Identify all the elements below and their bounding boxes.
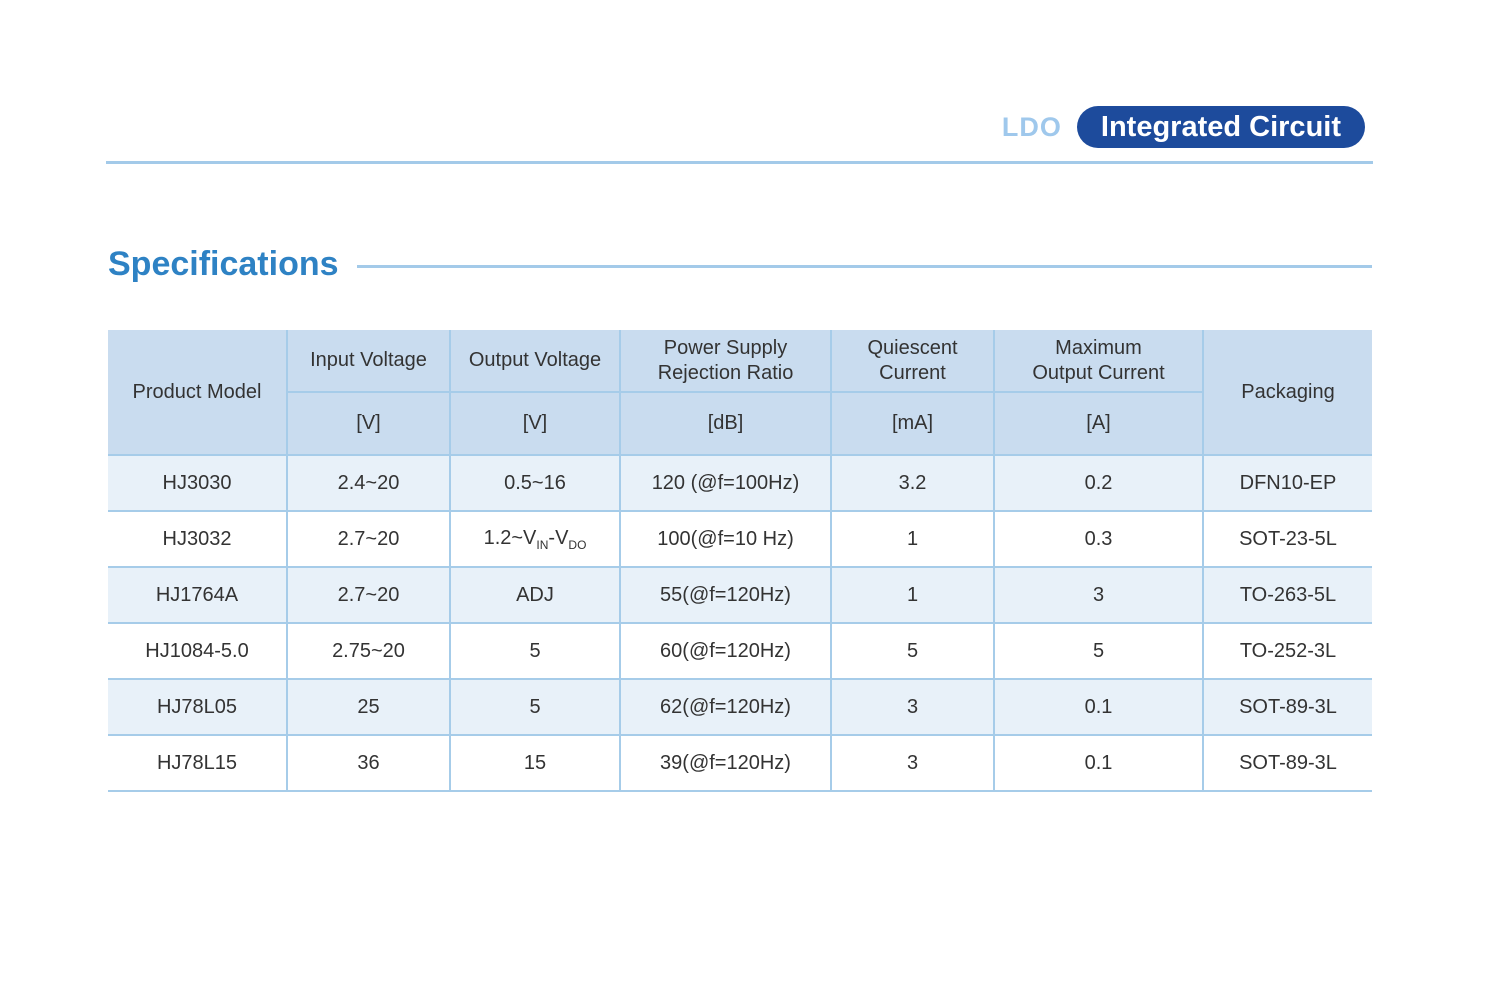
cell-output-voltage: 15 bbox=[449, 734, 621, 792]
cell-product-model: HJ3030 bbox=[108, 454, 288, 512]
cell-psrr: 55(@f=120Hz) bbox=[619, 566, 832, 624]
page-title: Specifications bbox=[108, 245, 339, 283]
top-divider-line bbox=[106, 161, 1373, 164]
unit-quiescent-current: [mA] bbox=[830, 391, 995, 456]
cell-input-voltage: 2.7~20 bbox=[286, 510, 451, 568]
col-header-psrr: Power Supply Rejection Ratio bbox=[619, 330, 832, 393]
col-header-quiescent-line1: Quiescent bbox=[867, 336, 958, 359]
cell-product-model: HJ1084-5.0 bbox=[108, 622, 288, 680]
cell-quiescent-current: 1 bbox=[830, 510, 995, 568]
col-header-output-voltage: Output Voltage bbox=[449, 330, 621, 393]
cell-packaging: TO-252-3L bbox=[1202, 622, 1372, 680]
cell-output-voltage: 0.5~16 bbox=[449, 454, 621, 512]
table-header: Product Model Input Voltage Output Volta… bbox=[108, 330, 1372, 456]
table-row: HJ78L15 36 15 39(@f=120Hz) 3 0.1 SOT-89-… bbox=[108, 734, 1372, 792]
cell-product-model: HJ78L15 bbox=[108, 734, 288, 792]
col-header-product-model: Product Model bbox=[108, 330, 288, 456]
unit-psrr: [dB] bbox=[619, 391, 832, 456]
unit-output-voltage: [V] bbox=[449, 391, 621, 456]
col-header-psrr-line1: Power Supply bbox=[663, 336, 788, 359]
cell-product-model: HJ78L05 bbox=[108, 678, 288, 736]
table-row: HJ3032 2.7~20 1.2~VIN-VDO 100(@f=10 Hz) … bbox=[108, 510, 1372, 568]
cell-packaging: SOT-89-3L bbox=[1202, 678, 1372, 736]
cell-input-voltage: 2.75~20 bbox=[286, 622, 451, 680]
cell-psrr: 39(@f=120Hz) bbox=[619, 734, 832, 792]
cell-psrr: 62(@f=120Hz) bbox=[619, 678, 832, 736]
cell-packaging: SOT-23-5L bbox=[1202, 510, 1372, 568]
cell-input-voltage: 2.4~20 bbox=[286, 454, 451, 512]
cell-max-output-current: 0.1 bbox=[993, 734, 1204, 792]
voltage-formula-sub-do: DO bbox=[568, 537, 587, 552]
col-header-psrr-line2: Rejection Ratio bbox=[657, 361, 794, 384]
voltage-formula-sub-in: IN bbox=[536, 537, 549, 552]
cell-product-model: HJ1764A bbox=[108, 566, 288, 624]
cell-quiescent-current: 3 bbox=[830, 678, 995, 736]
cell-max-output-current: 3 bbox=[993, 566, 1204, 624]
cell-packaging: SOT-89-3L bbox=[1202, 734, 1372, 792]
cell-product-model: HJ3032 bbox=[108, 510, 288, 568]
table-row: HJ78L05 25 5 62(@f=120Hz) 3 0.1 SOT-89-3… bbox=[108, 678, 1372, 736]
section-header: Specifications bbox=[108, 244, 1372, 285]
unit-input-voltage: [V] bbox=[286, 391, 451, 456]
voltage-formula-mid: -V bbox=[548, 526, 569, 549]
cell-input-voltage: 36 bbox=[286, 734, 451, 792]
table-body: HJ3030 2.4~20 0.5~16 120 (@f=100Hz) 3.2 … bbox=[108, 454, 1372, 792]
table-row: HJ3030 2.4~20 0.5~16 120 (@f=100Hz) 3.2 … bbox=[108, 454, 1372, 512]
col-header-max-output-line1: Maximum bbox=[1055, 336, 1142, 359]
header-row-labels: Product Model Input Voltage Output Volta… bbox=[108, 330, 1372, 456]
cell-input-voltage: 2.7~20 bbox=[286, 566, 451, 624]
col-header-max-output-current: Maximum Output Current bbox=[993, 330, 1204, 393]
cell-quiescent-current: 5 bbox=[830, 622, 995, 680]
table-row: HJ1764A 2.7~20 ADJ 55(@f=120Hz) 1 3 TO-2… bbox=[108, 566, 1372, 624]
cell-psrr: 60(@f=120Hz) bbox=[619, 622, 832, 680]
category-label: LDO bbox=[1001, 111, 1062, 142]
section-divider-line bbox=[356, 264, 1372, 268]
cell-quiescent-current: 3.2 bbox=[830, 454, 995, 512]
cell-max-output-current: 0.3 bbox=[993, 510, 1204, 568]
cell-packaging: DFN10-EP bbox=[1202, 454, 1372, 512]
col-header-max-output-line2: Output Current bbox=[1032, 361, 1165, 384]
cell-output-voltage: ADJ bbox=[449, 566, 621, 624]
voltage-formula-pre: 1.2~V bbox=[483, 526, 537, 549]
cell-packaging: TO-263-5L bbox=[1202, 566, 1372, 624]
cell-output-voltage: 5 bbox=[449, 678, 621, 736]
integrated-circuit-badge: Integrated Circuit bbox=[1076, 106, 1365, 148]
brand-row: LDO Integrated Circuit bbox=[1002, 106, 1365, 148]
cell-quiescent-current: 1 bbox=[830, 566, 995, 624]
cell-output-voltage: 1.2~VIN-VDO bbox=[449, 510, 621, 568]
col-header-quiescent-line2: Current bbox=[879, 361, 946, 384]
cell-max-output-current: 5 bbox=[993, 622, 1204, 680]
col-header-packaging: Packaging bbox=[1202, 330, 1372, 456]
cell-max-output-current: 0.2 bbox=[993, 454, 1204, 512]
cell-psrr: 120 (@f=100Hz) bbox=[619, 454, 832, 512]
cell-quiescent-current: 3 bbox=[830, 734, 995, 792]
col-header-quiescent-current: Quiescent Current bbox=[830, 330, 995, 393]
col-header-input-voltage: Input Voltage bbox=[286, 330, 451, 393]
cell-psrr: 100(@f=10 Hz) bbox=[619, 510, 832, 568]
cell-input-voltage: 25 bbox=[286, 678, 451, 736]
specifications-table: Product Model Input Voltage Output Volta… bbox=[108, 330, 1372, 792]
table-row: HJ1084-5.0 2.75~20 5 60(@f=120Hz) 5 5 TO… bbox=[108, 622, 1372, 680]
cell-output-voltage: 5 bbox=[449, 622, 621, 680]
unit-max-output-current: [A] bbox=[993, 391, 1204, 456]
header-row-units: [V] [V] [dB] [mA] [A] bbox=[108, 391, 1372, 456]
cell-max-output-current: 0.1 bbox=[993, 678, 1204, 736]
